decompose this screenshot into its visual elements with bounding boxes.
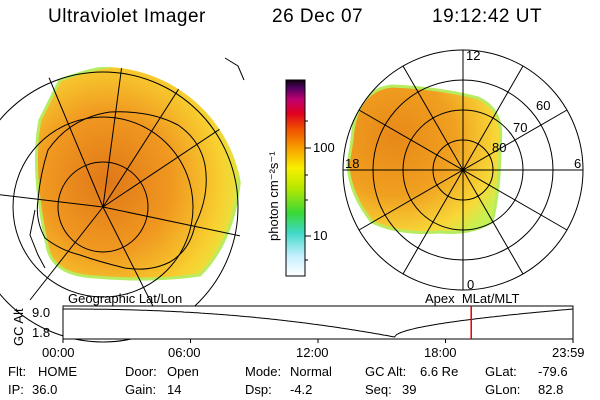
mlt-label-18: 18 bbox=[345, 156, 360, 171]
colorbar-tick-100: 100 bbox=[313, 140, 335, 155]
mlt-label-12: 12 bbox=[466, 48, 481, 63]
glon-value: 82.8 bbox=[538, 382, 564, 397]
gcalt-value: 6.6 Re bbox=[420, 364, 459, 379]
orbit-ymin-label: 1.8 bbox=[32, 325, 51, 340]
door-label: Door: bbox=[125, 364, 157, 379]
door-value: Open bbox=[167, 364, 199, 379]
continent-outline bbox=[36, 111, 207, 270]
orbit-xtick-label: 18:00 bbox=[424, 345, 457, 360]
mlt-label-0: 0 bbox=[467, 277, 475, 292]
altitude-curve bbox=[63, 308, 574, 338]
dsp-label: Dsp: bbox=[245, 382, 272, 397]
gain-label: Gain: bbox=[125, 382, 157, 397]
image-date: 26 Dec 07 bbox=[272, 6, 364, 27]
orbit-ymax-label: 9.0 bbox=[32, 305, 51, 320]
image-time: 19:12:42 UT bbox=[432, 6, 543, 27]
orbit-xtick-label: 23:59 bbox=[552, 345, 585, 360]
mode-label: Mode: bbox=[245, 364, 282, 379]
geographic-map bbox=[0, 57, 245, 343]
glat-label: GLat: bbox=[485, 364, 517, 379]
mlat-label-70: 70 bbox=[513, 120, 528, 135]
glon-label: GLon: bbox=[485, 382, 521, 397]
colorbar-tick-10: 10 bbox=[313, 228, 328, 243]
gain-value: 14 bbox=[167, 382, 182, 397]
dsp-value: -4.2 bbox=[290, 382, 313, 397]
app-title: Ultraviolet Imager bbox=[48, 6, 206, 27]
orbit-xtick-label: 12:00 bbox=[296, 345, 329, 360]
right-emission-field bbox=[346, 84, 503, 235]
mlt-label-6: 6 bbox=[574, 156, 582, 171]
colorbar-unit-label: photon cm⁻²s⁻¹ bbox=[266, 151, 281, 241]
orbit-altitude-plot bbox=[62, 305, 574, 343]
flt-value: HOME bbox=[38, 364, 77, 379]
glat-value: -79.6 bbox=[538, 364, 568, 379]
seq-label: Seq: bbox=[365, 382, 392, 397]
orbit-xtick-label: 06:00 bbox=[168, 345, 201, 360]
flt-label: Flt: bbox=[8, 364, 27, 379]
ip-value: 36.0 bbox=[32, 382, 58, 397]
colorbar bbox=[285, 79, 311, 277]
orbit-xtick-label: 00:00 bbox=[42, 345, 75, 360]
mode-value: Normal bbox=[290, 364, 332, 379]
seq-value: 39 bbox=[402, 382, 417, 397]
right-map-caption: Apex MLat/MLT bbox=[425, 291, 520, 306]
gcalt-label: GC Alt: bbox=[365, 364, 407, 379]
mlat-label-80: 80 bbox=[492, 140, 507, 155]
mlat-label-60: 60 bbox=[536, 98, 551, 113]
ip-label: IP: bbox=[8, 382, 24, 397]
orbit-ylabel: GC Alt bbox=[11, 308, 26, 346]
left-map-caption: Geographic Lat/Lon bbox=[68, 291, 183, 306]
left-emission-field bbox=[34, 67, 243, 281]
magnetic-polar-map bbox=[342, 49, 584, 291]
